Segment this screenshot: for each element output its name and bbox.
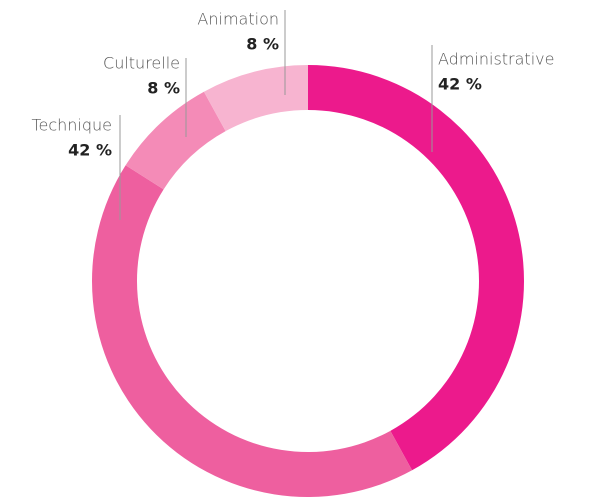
donut-slice: [92, 165, 413, 497]
slice-label: Technique: [31, 116, 112, 135]
slice-label: Administrative: [438, 50, 554, 69]
value-label: 8 %: [246, 35, 279, 54]
donut-slice: [203, 65, 308, 132]
slice-label: Culturelle: [103, 54, 180, 73]
donut-slice: [308, 65, 525, 471]
value-label: 8 %: [147, 79, 180, 98]
slice-label: Animation: [197, 10, 279, 29]
donut-slice: [125, 91, 226, 190]
value-label: 42 %: [68, 141, 112, 160]
value-label: 42 %: [438, 75, 482, 94]
